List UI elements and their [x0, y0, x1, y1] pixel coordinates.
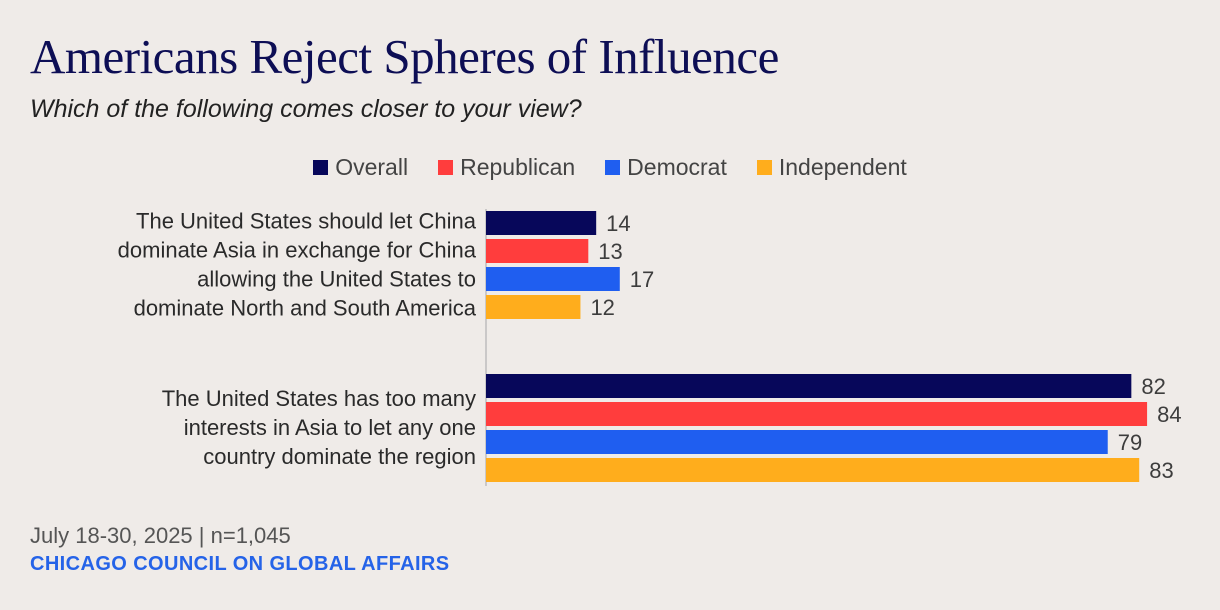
category-label: interests in Asia to let any one [184, 415, 476, 440]
data-label: 12 [590, 295, 614, 320]
data-label: 84 [1157, 402, 1181, 427]
bar-overall [486, 374, 1132, 398]
chart-title: Americans Reject Spheres of Influence [30, 29, 779, 84]
bar-democrat [486, 267, 620, 291]
data-label: 14 [606, 211, 630, 236]
data-label: 83 [1149, 458, 1173, 483]
data-label: 17 [630, 267, 654, 292]
legend-label: Democrat [627, 154, 727, 180]
legend-item-democrat: Democrat [605, 154, 727, 181]
legend-label: Overall [335, 154, 409, 180]
category-label: dominate North and South America [134, 296, 477, 321]
legend-item-republican: Republican [438, 154, 575, 181]
legend-item-overall: Overall [313, 154, 408, 181]
category-label: allowing the United States to [197, 267, 476, 292]
data-label: 13 [598, 239, 622, 264]
legend-label: Independent [778, 154, 907, 180]
legend-swatch [756, 160, 772, 175]
legend-label: Republican [460, 154, 576, 180]
category-label: The United States should let China [136, 209, 477, 234]
survey-footnote: July 18-30, 2025 | n=1,045 [30, 523, 291, 548]
legend-swatch [313, 160, 329, 175]
category-label: country dominate the region [203, 444, 476, 469]
legend-swatch [605, 160, 621, 175]
category-label: The United States has too many [162, 386, 476, 411]
chart-subtitle: Which of the following comes closer to y… [30, 95, 582, 123]
data-label: 79 [1118, 430, 1142, 455]
legend: Overall Republican Democrat Independent [0, 154, 1220, 181]
category-label: dominate Asia in exchange for China [118, 238, 477, 263]
legend-item-independent: Independent [756, 154, 907, 181]
bar-republican [486, 239, 589, 263]
bar-overall [486, 211, 597, 235]
data-label: 82 [1141, 374, 1165, 399]
bar-republican [486, 402, 1148, 426]
source-credit: CHICAGO COUNCIL ON GLOBAL AFFAIRS [30, 553, 450, 575]
bar-democrat [486, 430, 1108, 454]
legend-swatch [438, 160, 454, 175]
bar-independent [486, 295, 581, 319]
bar-independent [486, 458, 1140, 482]
